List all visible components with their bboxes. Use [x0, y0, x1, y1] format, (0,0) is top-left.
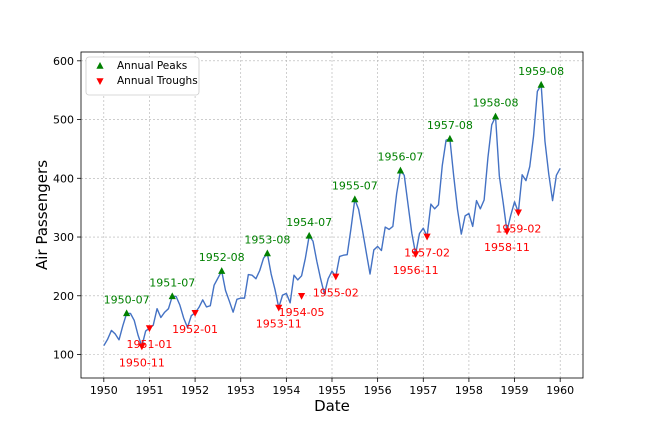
peak-label: 1952-08 — [199, 251, 245, 264]
peak-label: 1953-08 — [244, 233, 290, 246]
x-tick-label: 1951 — [135, 384, 163, 397]
markers-group — [123, 80, 545, 351]
x-axis-title: Date — [314, 397, 350, 415]
peak-label: 1957-08 — [427, 119, 473, 132]
peak-marker — [305, 231, 313, 239]
trough-marker — [191, 310, 199, 317]
peak-marker — [396, 166, 405, 174]
trough-label: 1958-11 — [484, 241, 530, 254]
trough-marker — [514, 209, 522, 217]
trough-label: 1959-02 — [495, 222, 541, 235]
legend: Annual Peaks Annual Troughs — [85, 56, 200, 96]
peak-marker — [263, 249, 271, 257]
trough-marker — [138, 343, 146, 351]
peak-label: 1950-07 — [104, 293, 150, 306]
x-tick-label: 1956 — [364, 384, 392, 397]
x-tick-label: 1958 — [455, 384, 483, 397]
legend-peak-marker — [96, 62, 104, 69]
peak-label: 1955-07 — [332, 179, 378, 192]
peak-label: 1956-07 — [377, 151, 423, 164]
x-tick-label: 1959 — [501, 384, 529, 397]
peak-marker — [168, 292, 176, 300]
x-tick-label: 1950 — [90, 384, 118, 397]
y-tick-label: 200 — [53, 290, 74, 303]
trough-label: 1956-11 — [393, 264, 439, 277]
x-tick-label: 1954 — [272, 384, 300, 397]
legend-trough-marker — [96, 78, 104, 85]
peak-marker — [123, 309, 131, 317]
legend-box — [85, 56, 200, 96]
trough-label: 1954-05 — [279, 306, 325, 319]
trough-label: 1950-11 — [119, 356, 165, 369]
peak-label: 1959-08 — [518, 65, 564, 78]
trough-marker — [275, 304, 283, 312]
peak-label: 1951-07 — [149, 276, 195, 289]
x-tick-label: 1957 — [409, 384, 437, 397]
y-tick-label: 300 — [53, 231, 74, 244]
trough-label: 1953-11 — [256, 318, 302, 331]
trough-label: 1952-01 — [172, 323, 218, 336]
trough-marker — [503, 228, 511, 236]
y-tick-label: 500 — [53, 114, 74, 127]
y-tick-label: 600 — [53, 55, 74, 68]
x-tick-label: 1960 — [546, 384, 574, 397]
trough-marker — [332, 273, 340, 281]
y-tick-label: 100 — [53, 349, 74, 362]
peak-marker — [446, 134, 454, 142]
peak-marker — [218, 267, 226, 274]
peak-marker — [491, 112, 500, 120]
peak-label: 1958-08 — [473, 97, 519, 110]
peak-marker — [537, 80, 545, 88]
y-axis-title: Air Passengers — [33, 160, 51, 270]
x-tick-label: 1952 — [181, 384, 209, 397]
ticks-group: 1950 1951 1952 1953 1954 1955 1956 1957 1958 1959… — [53, 55, 574, 397]
trough-marker — [145, 325, 154, 333]
annotations-group: 1950-07 1951-07 1952-08 1953-08 1954-07 1955-… — [104, 65, 564, 369]
trough-label: 1951-01 — [126, 338, 172, 351]
legend-trough-label: Annual Troughs — [117, 75, 198, 87]
trough-marker — [423, 233, 431, 241]
y-tick-label: 400 — [53, 172, 74, 185]
peak-label: 1954-07 — [286, 216, 332, 229]
peak-marker — [351, 195, 359, 203]
trough-marker — [297, 292, 306, 300]
trough-marker — [412, 251, 420, 259]
series-line-group — [103, 84, 561, 347]
passenger-line — [103, 84, 561, 347]
trough-label: 1955-02 — [313, 286, 359, 299]
x-tick-label: 1953 — [227, 384, 255, 397]
trough-label: 1957-02 — [404, 246, 450, 259]
x-tick-label: 1955 — [318, 384, 346, 397]
legend-peak-label: Annual Peaks — [117, 60, 187, 72]
